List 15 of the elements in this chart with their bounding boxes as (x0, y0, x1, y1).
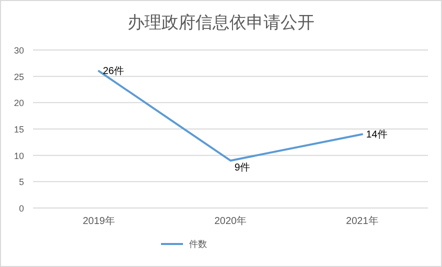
data-label: 14件 (366, 129, 388, 140)
y-tick-label: 0 (18, 204, 24, 214)
y-tick-label: 5 (18, 177, 24, 188)
x-tick-label: 2020年 (214, 215, 247, 227)
x-tick-label: 2019年 (82, 215, 115, 227)
x-tick-label: 2021年 (346, 215, 378, 227)
legend-label: 件数 (189, 239, 207, 249)
data-label: 26件 (102, 66, 124, 78)
chart-title: 办理政府信息依申请公开 (128, 13, 314, 32)
data-label: 9件 (234, 162, 250, 174)
y-tick-label: 15 (14, 124, 24, 134)
y-tick-label: 20 (14, 98, 24, 108)
y-tick-label: 10 (14, 150, 24, 161)
y-tick-label: 25 (14, 72, 24, 82)
y-tick-label: 30 (14, 46, 24, 56)
